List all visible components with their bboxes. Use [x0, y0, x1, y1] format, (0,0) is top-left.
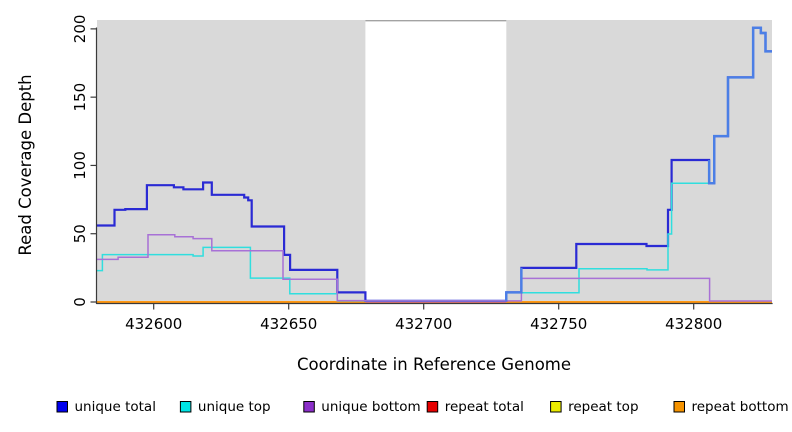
legend-label: unique bottom	[321, 399, 420, 415]
x-tick-label: 432750	[530, 315, 587, 333]
x-tick-label: 432650	[260, 315, 317, 333]
legend-swatch-repeat-bottom	[673, 401, 685, 413]
series-unique-total-top-overlap-line	[707, 26, 772, 185]
legend-label: unique total	[75, 399, 156, 415]
legend-swatch-unique-bottom	[303, 401, 315, 413]
x-tick-label: 432800	[665, 315, 722, 333]
legend-swatch-repeat-top	[550, 401, 562, 413]
legend-label: repeat top	[568, 399, 638, 415]
y-tick-label: 50	[71, 224, 89, 243]
x-axis-title: Coordinate in Reference Genome	[297, 355, 571, 374]
legend-label: repeat total	[445, 399, 524, 415]
y-tick-label: 150	[71, 83, 89, 112]
legend-swatch-unique-total	[56, 401, 68, 413]
legend-item: unique bottom	[303, 399, 421, 415]
covered-region-right	[506, 20, 772, 303]
legend-item: repeat bottom	[673, 399, 789, 415]
plot-background	[97, 20, 772, 303]
y-tick-label: 100	[71, 151, 89, 180]
legend-item: unique total	[56, 399, 156, 415]
legend-label: unique top	[198, 399, 271, 415]
x-tick-label: 432600	[125, 315, 182, 333]
legend-item: repeat total	[426, 399, 524, 415]
x-tick-label: 432700	[395, 315, 452, 333]
legend-swatch-repeat-total	[426, 401, 439, 413]
covered-region-left	[97, 20, 366, 303]
series-layer	[97, 26, 772, 303]
legend-swatch-unique-top	[179, 401, 192, 413]
legend: unique total unique top unique bottom repea…	[56, 399, 789, 415]
legend-item: repeat top	[550, 399, 639, 415]
axes-layer: 0 50 100 150 200 432600 432650 432700 432750 4328…	[71, 15, 773, 333]
y-axis-title: Read Coverage Depth	[16, 74, 35, 255]
series-unique-total-top-overlap-line	[505, 267, 523, 301]
legend-item: unique top	[179, 399, 271, 415]
legend-label: repeat bottom	[692, 399, 789, 415]
y-tick-label: 200	[71, 15, 89, 44]
y-tick-label: 0	[71, 297, 89, 307]
